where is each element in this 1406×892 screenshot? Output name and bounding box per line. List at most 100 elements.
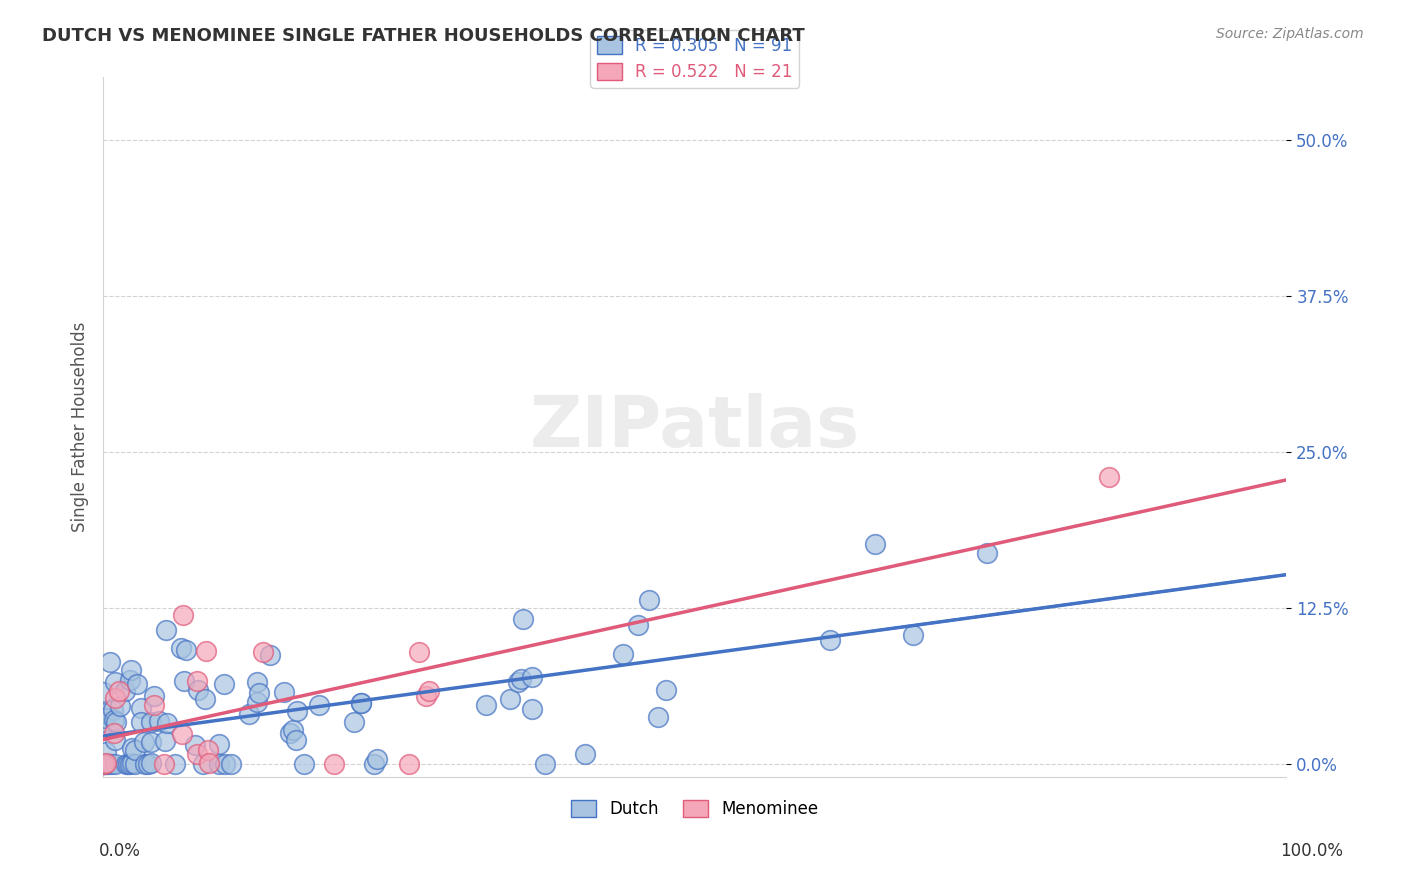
Point	[103, 713, 125, 727]
Point	[343, 714, 366, 729]
Point	[117, 757, 139, 772]
Point	[247, 686, 270, 700]
Point	[121, 756, 143, 770]
Point	[104, 691, 127, 706]
Point	[184, 738, 207, 752]
Point	[308, 698, 330, 713]
Point	[252, 645, 274, 659]
Point	[510, 673, 533, 687]
Point	[98, 656, 121, 670]
Point	[155, 623, 177, 637]
Point	[534, 757, 557, 772]
Point	[93, 684, 115, 698]
Point	[214, 676, 236, 690]
Text: Source: ZipAtlas.com: Source: ZipAtlas.com	[1216, 27, 1364, 41]
Point	[118, 673, 141, 688]
Point	[520, 670, 543, 684]
Point	[141, 735, 163, 749]
Point	[366, 752, 388, 766]
Text: ZIPatlas: ZIPatlas	[530, 392, 860, 462]
Point	[96, 757, 118, 772]
Point	[976, 546, 998, 560]
Point	[1098, 470, 1121, 484]
Point	[498, 692, 520, 706]
Point	[141, 715, 163, 730]
Point	[125, 677, 148, 691]
Text: 0.0%: 0.0%	[98, 842, 141, 860]
Point	[574, 747, 596, 761]
Point	[238, 706, 260, 721]
Point	[194, 691, 217, 706]
Point	[172, 608, 194, 623]
Point	[214, 757, 236, 772]
Point	[129, 701, 152, 715]
Point	[91, 715, 114, 730]
Point	[94, 711, 117, 725]
Point	[103, 726, 125, 740]
Point	[323, 757, 346, 772]
Point	[415, 690, 437, 704]
Point	[94, 706, 117, 720]
Y-axis label: Single Father Households: Single Father Households	[72, 322, 89, 533]
Point	[94, 756, 117, 770]
Point	[285, 732, 308, 747]
Point	[273, 685, 295, 699]
Point	[100, 757, 122, 772]
Point	[103, 675, 125, 690]
Point	[104, 757, 127, 772]
Point	[350, 696, 373, 710]
Point	[96, 745, 118, 759]
Point	[638, 593, 661, 607]
Point	[246, 675, 269, 690]
Point	[408, 645, 430, 659]
Text: 100.0%: 100.0%	[1279, 842, 1343, 860]
Point	[278, 726, 301, 740]
Point	[124, 743, 146, 757]
Point	[153, 757, 176, 772]
Point	[281, 723, 304, 737]
Point	[363, 757, 385, 772]
Point	[246, 695, 269, 709]
Point	[124, 757, 146, 772]
Point	[121, 741, 143, 756]
Point	[174, 642, 197, 657]
Point	[522, 701, 544, 715]
Point	[170, 727, 193, 741]
Point	[208, 757, 231, 772]
Point	[156, 715, 179, 730]
Point	[93, 757, 115, 772]
Point	[104, 715, 127, 730]
Point	[148, 714, 170, 728]
Point	[195, 644, 218, 658]
Point	[186, 683, 208, 698]
Point	[97, 757, 120, 772]
Point	[655, 682, 678, 697]
Point	[219, 757, 242, 772]
Point	[208, 737, 231, 751]
Point	[139, 756, 162, 770]
Point	[114, 757, 136, 772]
Point	[170, 641, 193, 656]
Text: DUTCH VS MENOMINEE SINGLE FATHER HOUSEHOLDS CORRELATION CHART: DUTCH VS MENOMINEE SINGLE FATHER HOUSEHO…	[42, 27, 804, 45]
Point	[94, 757, 117, 772]
Point	[197, 742, 219, 756]
Point	[131, 714, 153, 729]
Point	[101, 703, 124, 717]
Point	[259, 648, 281, 663]
Point	[165, 756, 187, 771]
Point	[91, 757, 114, 772]
Point	[153, 733, 176, 747]
Point	[143, 689, 166, 703]
Point	[108, 698, 131, 713]
Point	[818, 633, 841, 648]
Point	[474, 698, 496, 712]
Legend: Dutch, Menominee: Dutch, Menominee	[564, 793, 825, 824]
Point	[903, 628, 925, 642]
Point	[134, 735, 156, 749]
Point	[350, 696, 373, 710]
Point	[418, 684, 440, 698]
Point	[108, 683, 131, 698]
Point	[134, 757, 156, 772]
Point	[612, 647, 634, 661]
Point	[191, 757, 214, 772]
